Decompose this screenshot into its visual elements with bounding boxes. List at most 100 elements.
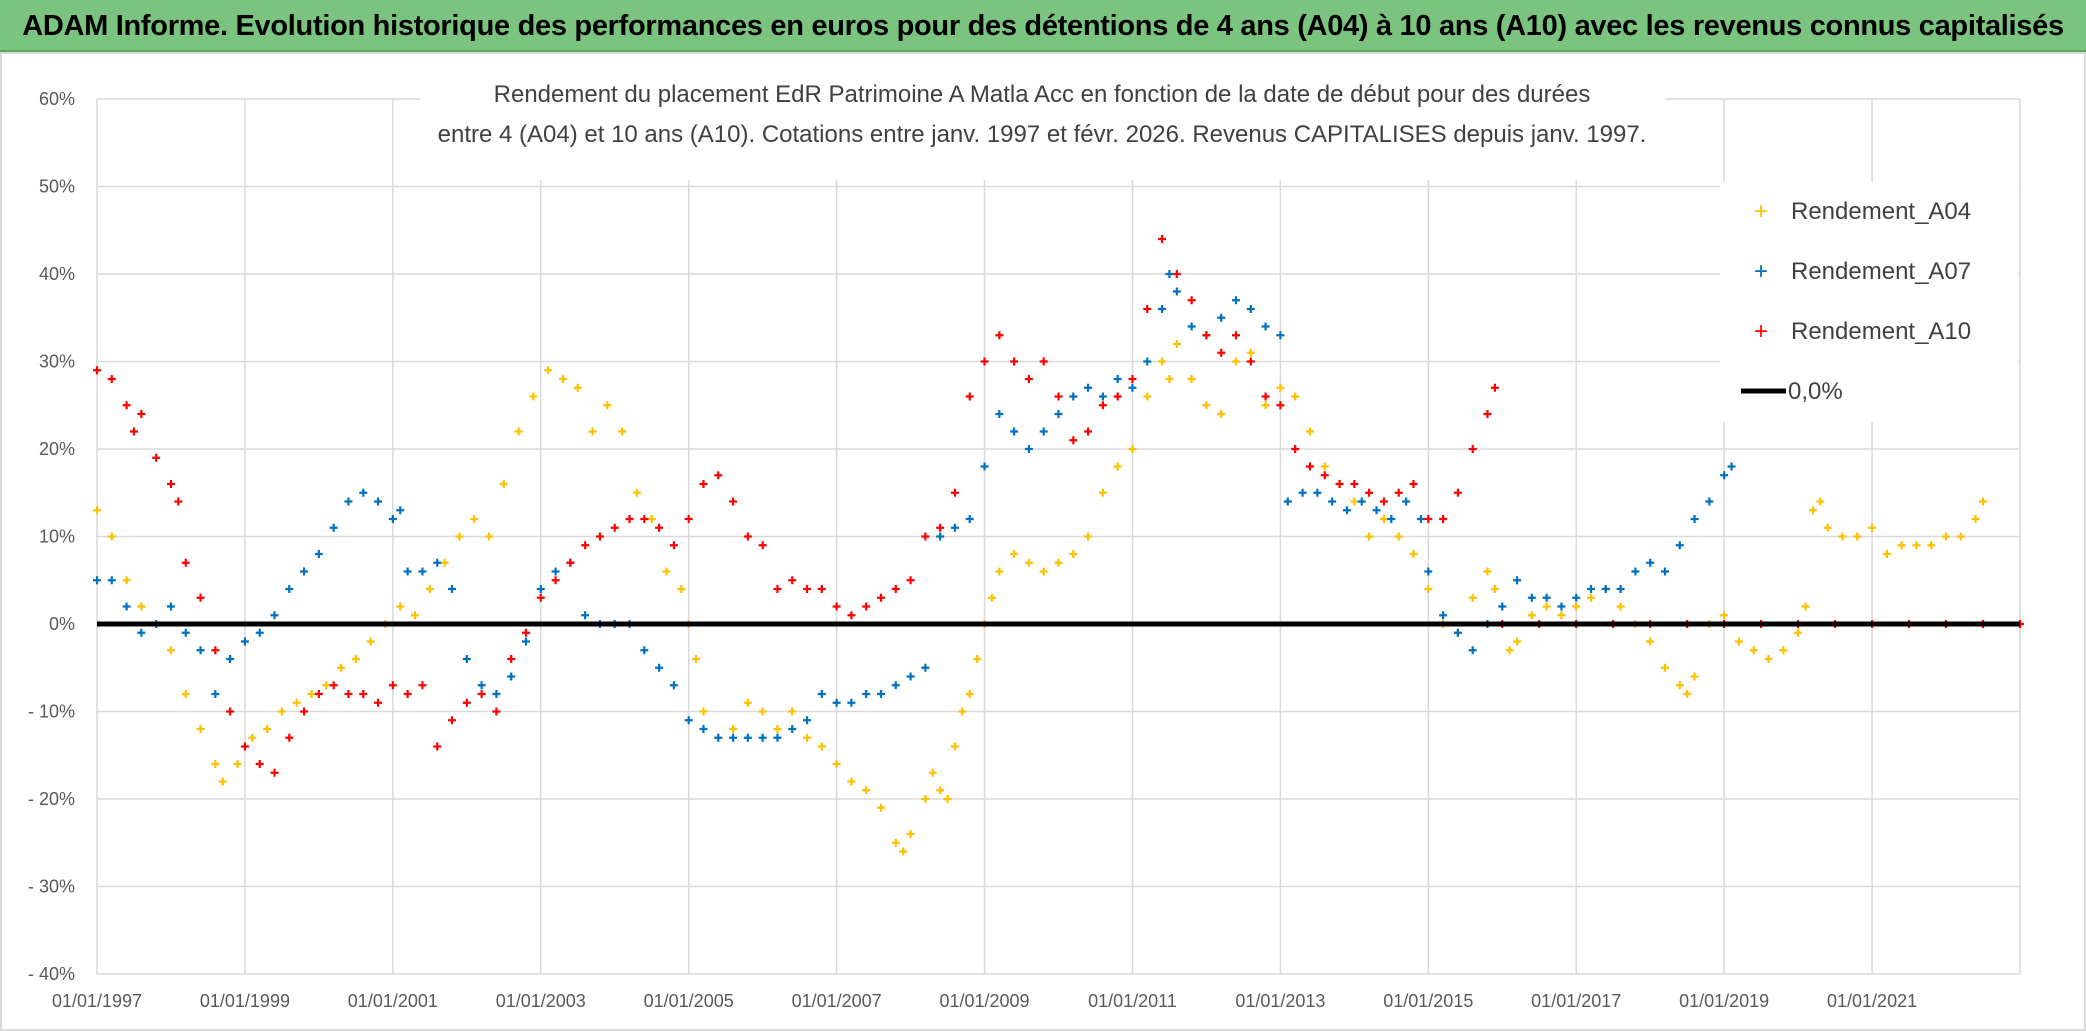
point-rendement-a04: [514, 427, 523, 436]
point-rendement-a07: [1601, 585, 1610, 593]
point-rendement-a07: [396, 506, 405, 515]
point-rendement-a07: [107, 576, 116, 585]
chart-title-line-2: entre 4 (A04) et 10 ans (A10). Cotations…: [438, 121, 1647, 148]
point-rendement-a04: [1158, 357, 1167, 366]
point-rendement-a04: [1261, 401, 1270, 410]
point-rendement-a04: [1291, 392, 1300, 401]
point-rendement-a04: [248, 733, 257, 742]
point-rendement-a10: [1261, 392, 1270, 401]
point-rendement-a10: [965, 392, 974, 401]
point-rendement-a04: [1868, 523, 1877, 532]
point-rendement-a10: [566, 558, 575, 567]
point-rendement-a07: [965, 515, 974, 523]
point-rendement-a10: [551, 576, 560, 585]
point-rendement-a07: [1024, 445, 1033, 453]
y-tick-label: 0%: [49, 614, 75, 634]
point-rendement-a10: [1394, 488, 1403, 497]
point-rendement-a04: [817, 742, 826, 751]
point-rendement-a07: [1727, 462, 1736, 471]
point-rendement-a07: [1313, 488, 1322, 497]
point-rendement-a07: [1232, 296, 1241, 305]
point-rendement-a10: [729, 497, 738, 506]
point-rendement-a10: [448, 716, 457, 725]
point-rendement-a04: [396, 602, 405, 611]
gridlines: [96, 98, 2021, 975]
point-rendement-a04: [1069, 550, 1078, 558]
point-rendement-a10: [832, 602, 841, 611]
point-rendement-a04: [1690, 672, 1699, 681]
point-rendement-a04: [692, 655, 701, 663]
point-rendement-a10: [699, 480, 708, 488]
point-rendement-a07: [1513, 576, 1522, 585]
point-rendement-a07: [1587, 585, 1596, 593]
point-rendement-a07: [714, 733, 723, 742]
point-rendement-a10: [181, 558, 190, 567]
point-rendement-a04: [773, 725, 782, 733]
point-rendement-a07: [1690, 515, 1699, 523]
point-rendement-a07: [211, 690, 220, 698]
point-rendement-a07: [1646, 558, 1655, 567]
legend-label-zero: 0,0%: [1788, 378, 1843, 405]
point-rendement-a07: [1010, 427, 1019, 436]
point-rendement-a10: [255, 760, 264, 768]
point-rendement-a07: [507, 672, 516, 681]
point-rendement-a10: [1468, 445, 1477, 453]
point-rendement-a04: [832, 760, 841, 768]
point-rendement-a07: [1276, 331, 1285, 340]
point-rendement-a07: [1387, 515, 1396, 523]
point-rendement-a07: [536, 585, 545, 593]
point-rendement-a07: [1261, 322, 1270, 331]
point-rendement-a04: [899, 847, 908, 856]
point-rendement-a04: [876, 803, 885, 812]
point-rendement-a04: [921, 795, 930, 803]
point-rendement-a07: [1246, 305, 1255, 313]
point-rendement-a10: [906, 576, 915, 585]
point-rendement-a10: [536, 593, 545, 602]
point-rendement-a10: [1217, 348, 1226, 357]
point-rendement-a04: [958, 707, 967, 716]
point-rendement-a10: [374, 698, 383, 707]
legend-marker-a07: +: [1754, 258, 1768, 285]
point-rendement-a07: [1402, 497, 1411, 506]
point-rendement-a04: [484, 532, 493, 541]
banner: ADAM Informe. Evolution historique des p…: [0, 0, 2086, 52]
point-rendement-a04: [1424, 585, 1433, 593]
point-rendement-a10: [211, 646, 220, 655]
point-rendement-a10: [1350, 480, 1359, 488]
point-rendement-a10: [137, 410, 146, 418]
point-rendement-a04: [1379, 515, 1388, 523]
point-rendement-a10: [817, 585, 826, 593]
point-rendement-a10: [344, 690, 353, 698]
point-rendement-a04: [558, 375, 567, 383]
point-rendement-a04: [263, 725, 272, 733]
x-axis: 01/01/1997 01/01/1999 01/01/2001 01/01/2003…: [52, 991, 1917, 1011]
point-rendement-a10: [1158, 235, 1167, 243]
point-rendement-a07: [803, 716, 812, 725]
point-rendement-a10: [625, 515, 634, 523]
point-rendement-a10: [640, 515, 649, 523]
point-rendement-a04: [891, 838, 900, 847]
point-rendement-a10: [1335, 480, 1344, 488]
point-rendement-a04: [1557, 611, 1566, 620]
point-rendement-a04: [1971, 515, 1980, 523]
point-rendement-a10: [847, 611, 856, 620]
point-rendement-a04: [1490, 585, 1499, 593]
point-rendement-a04: [1128, 445, 1137, 453]
point-rendement-a04: [292, 698, 301, 707]
point-rendement-a10: [93, 366, 101, 375]
point-rendement-a04: [211, 760, 220, 768]
point-rendement-a10: [980, 357, 989, 366]
point-rendement-a10: [610, 523, 619, 532]
y-tick-label: - 10%: [28, 702, 75, 722]
point-rendement-a10: [1490, 383, 1499, 392]
point-rendement-a04: [122, 576, 131, 585]
point-rendement-a07: [847, 698, 856, 707]
point-rendement-a10: [226, 707, 235, 716]
x-tick-label: 01/01/1997: [52, 991, 142, 1011]
point-rendement-a07: [684, 716, 693, 725]
point-rendement-a10: [129, 427, 138, 436]
point-rendement-a07: [122, 602, 131, 611]
point-rendement-a04: [1616, 602, 1625, 611]
point-rendement-a10: [1143, 305, 1152, 313]
point-rendement-a04: [1394, 532, 1403, 541]
